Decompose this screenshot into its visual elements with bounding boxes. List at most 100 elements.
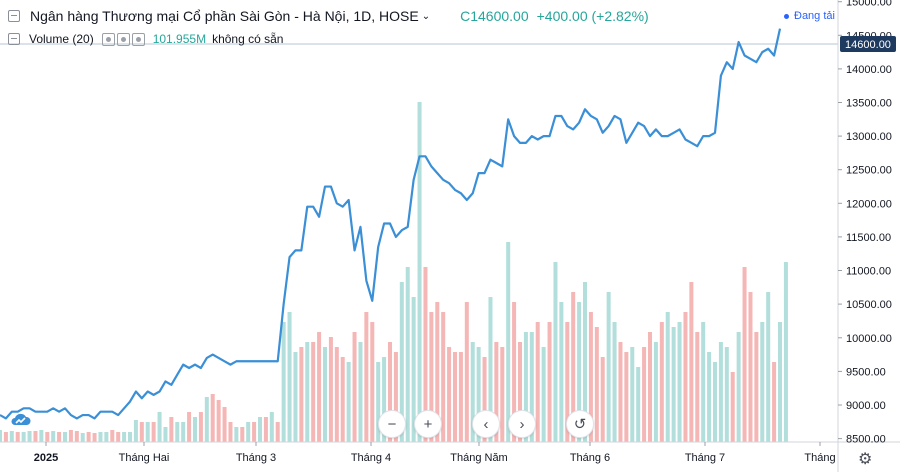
volume-bar xyxy=(435,302,440,442)
volume-bar xyxy=(364,312,369,442)
price-line xyxy=(0,28,782,420)
volume-bar xyxy=(647,332,653,442)
chevron-down-icon[interactable]: ⌄ xyxy=(421,10,431,22)
volume-bar xyxy=(571,292,576,442)
loading-indicator: Đang tải xyxy=(784,10,835,22)
volume-bar xyxy=(393,352,398,442)
volume-bar xyxy=(163,427,168,442)
volume-bar xyxy=(68,430,73,442)
volume-bar xyxy=(630,347,635,442)
time-tick-label: Tháng xyxy=(804,452,835,464)
volume-bar xyxy=(500,347,505,442)
time-tick-label: Tháng 6 xyxy=(570,452,610,464)
volume-title[interactable]: Volume (20) xyxy=(29,32,94,46)
volume-bar xyxy=(724,347,729,442)
volume-bar xyxy=(9,431,14,442)
price-tick-label: 12000.00 xyxy=(846,198,892,210)
volume-bar xyxy=(311,342,316,442)
volume-bar xyxy=(0,430,3,442)
symbol-title[interactable]: Ngân hàng Thương mại Cổ phần Sài Gòn - H… xyxy=(30,8,419,24)
price-tick-label: 12500.00 xyxy=(846,165,892,177)
reset-chart-button[interactable]: ↺ xyxy=(566,410,594,438)
settings-small-icon[interactable] xyxy=(116,32,130,46)
price-tick-label: 13000.00 xyxy=(846,131,892,143)
eye-icon[interactable] xyxy=(101,32,115,46)
volume-bar xyxy=(169,417,174,442)
volume-bars xyxy=(0,102,788,442)
zoom-out-button[interactable]: − xyxy=(378,410,406,438)
volume-bar xyxy=(252,422,257,442)
volume-bar xyxy=(62,432,68,442)
volume-bar xyxy=(92,433,97,442)
volume-actions xyxy=(101,32,145,46)
volume-bar xyxy=(482,357,487,442)
volume-status: không có sẵn xyxy=(212,32,284,46)
volume-bar xyxy=(754,332,759,442)
volume-bar xyxy=(517,342,523,442)
volume-bar xyxy=(51,431,56,442)
volume-bar xyxy=(777,322,783,442)
price-tick-label: 9000.00 xyxy=(846,400,886,412)
volume-bar xyxy=(506,242,511,442)
volume-bar xyxy=(624,352,629,442)
price-tick-label: 13500.00 xyxy=(846,98,892,110)
volume-bar xyxy=(766,292,771,442)
volume-bar xyxy=(151,422,156,442)
volume-bar xyxy=(653,342,658,442)
price-tick-label: 11500.00 xyxy=(846,232,891,244)
volume-bar xyxy=(21,432,26,442)
volume-bar xyxy=(376,362,381,442)
volume-bar xyxy=(340,357,345,442)
volume-bar xyxy=(659,322,664,442)
volume-bar xyxy=(257,417,263,442)
volume-bar xyxy=(187,412,192,442)
scroll-left-button[interactable]: ‹ xyxy=(472,410,500,438)
price-axis[interactable]: 8500.00 9000.00 9500.00 10000.00 10500.00 110… xyxy=(838,0,892,446)
scroll-right-button[interactable]: › xyxy=(508,410,536,438)
volume-bar xyxy=(80,433,85,442)
price-tick-label: 15000.00 xyxy=(846,0,892,9)
collapse-toggle-icon[interactable] xyxy=(8,10,20,22)
volume-bar xyxy=(718,342,723,442)
volume-bar xyxy=(783,262,788,442)
volume-bar xyxy=(736,332,741,442)
close-price: C14600.00 xyxy=(460,8,529,24)
gear-icon[interactable]: ⚙ xyxy=(858,451,873,468)
time-tick-label: Tháng 3 xyxy=(236,452,276,464)
volume-bar xyxy=(535,322,540,442)
cloud-logo-icon[interactable] xyxy=(10,408,32,430)
volume-bar xyxy=(74,431,79,442)
time-tick-label: Tháng 7 xyxy=(685,452,725,464)
volume-bar xyxy=(582,282,588,442)
volume-collapse-icon[interactable] xyxy=(8,33,20,45)
volume-bar xyxy=(423,267,428,442)
volume-bar xyxy=(27,431,32,442)
volume-bar xyxy=(748,292,753,442)
volume-bar xyxy=(588,312,593,442)
volume-bar xyxy=(671,327,676,442)
volume-bar xyxy=(358,342,363,442)
time-axis[interactable]: 2025 Tháng Hai Tháng 3 Tháng 4 Tháng Năm Thán… xyxy=(34,442,836,464)
volume-bar xyxy=(712,362,718,442)
symbol-legend: Ngân hàng Thương mại Cổ phần Sài Gòn - H… xyxy=(8,6,649,26)
volume-bar xyxy=(642,347,647,442)
volume-bar xyxy=(98,432,103,442)
volume-bar xyxy=(275,422,280,442)
volume-bar xyxy=(269,412,274,442)
zoom-in-button[interactable]: + xyxy=(414,410,442,438)
price-tick-label: 8500.00 xyxy=(846,434,886,446)
volume-bar xyxy=(411,297,416,442)
volume-bar xyxy=(441,312,446,442)
time-tick-label: 2025 xyxy=(34,452,58,464)
volume-bar xyxy=(464,302,469,442)
volume-bar xyxy=(299,347,304,442)
volume-bar xyxy=(494,342,499,442)
volume-bar xyxy=(559,302,564,442)
nav-spacer xyxy=(450,410,464,438)
close-small-icon[interactable] xyxy=(131,32,145,46)
volume-bar xyxy=(181,422,186,442)
volume-bar xyxy=(346,362,351,442)
volume-bar xyxy=(606,292,611,442)
volume-bar xyxy=(157,412,162,442)
